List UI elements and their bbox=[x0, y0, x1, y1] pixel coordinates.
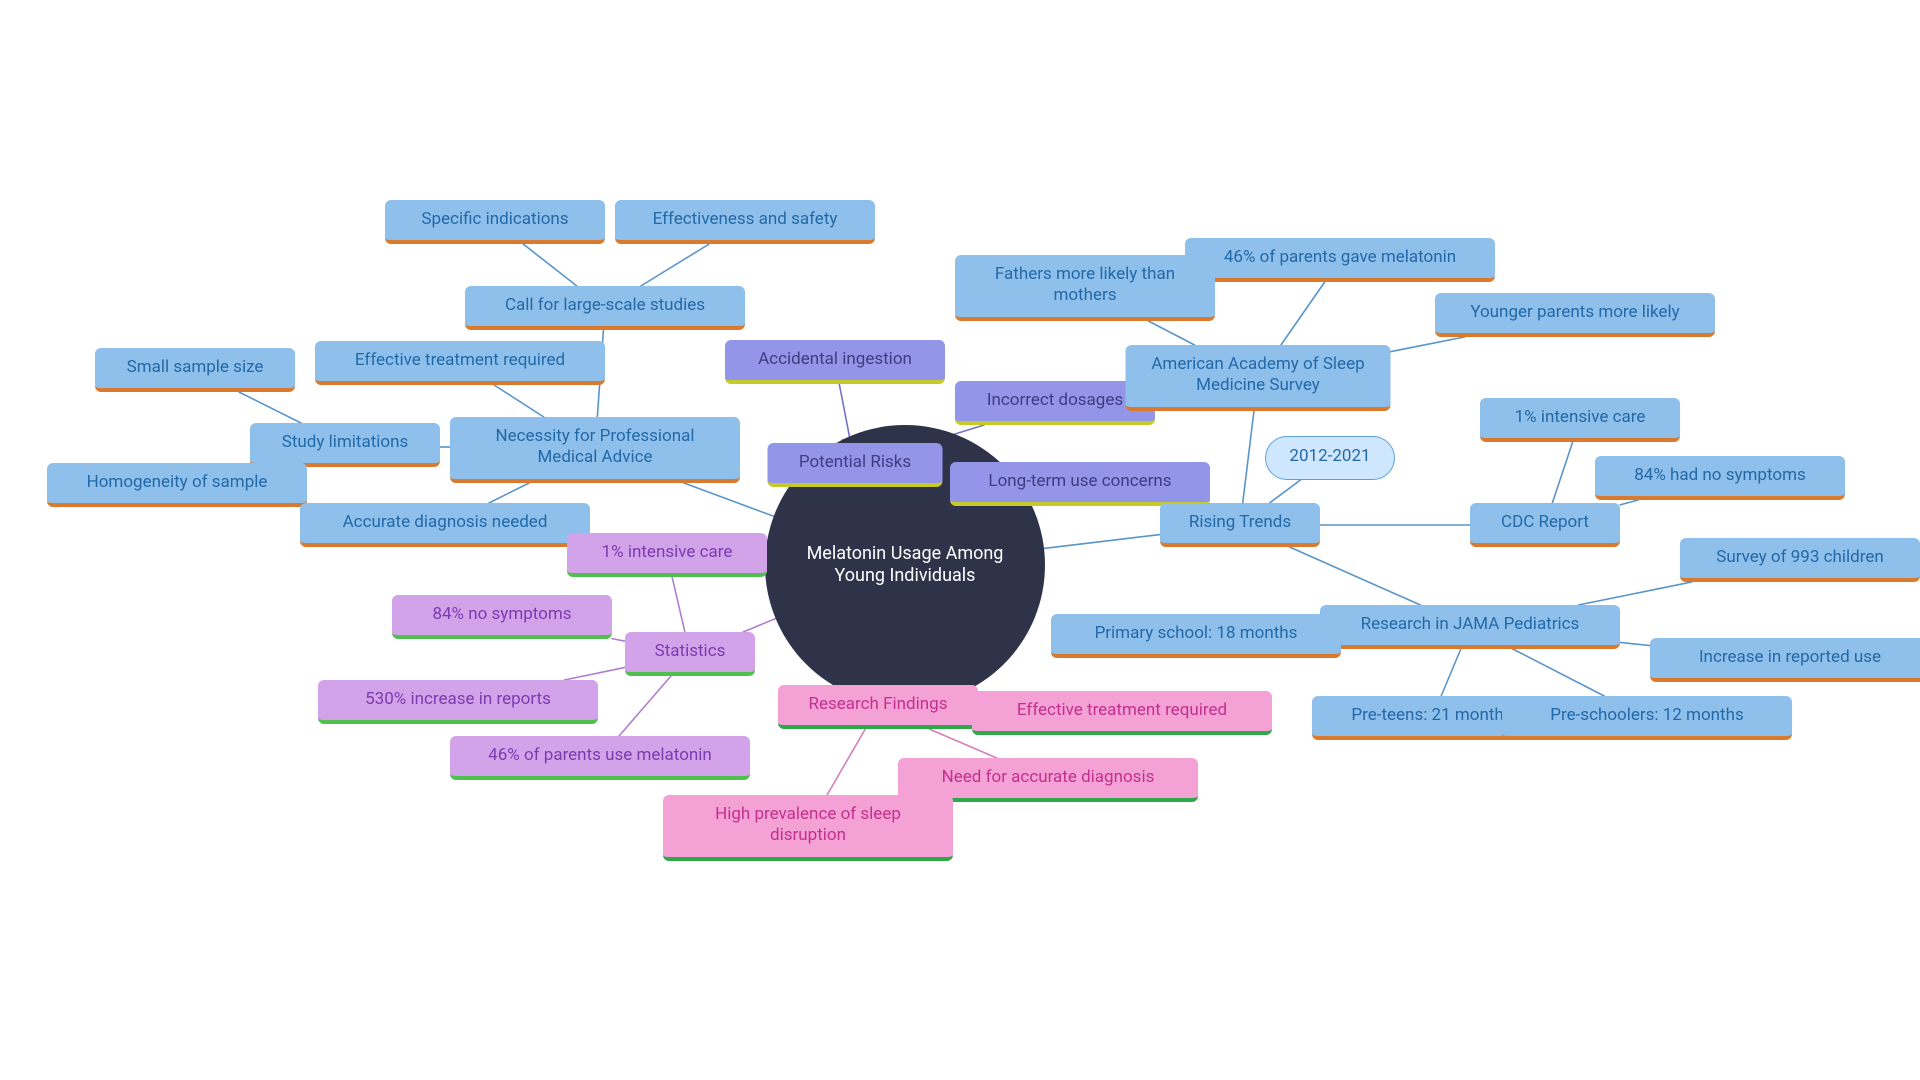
node-label: Survey of 993 children bbox=[1716, 547, 1884, 567]
edge bbox=[564, 667, 625, 680]
edge bbox=[1270, 480, 1301, 503]
node-st_84: 84% no symptoms bbox=[392, 595, 612, 639]
edge bbox=[684, 483, 774, 516]
node-label: Small sample size bbox=[127, 357, 264, 377]
edge bbox=[1290, 547, 1421, 605]
edge bbox=[827, 729, 865, 795]
node-label: Necessity for Professional Medical Advic… bbox=[495, 426, 698, 467]
node-t_aasm46: 46% of parents gave melatonin bbox=[1185, 238, 1495, 282]
edge bbox=[494, 385, 544, 417]
node-label: Melatonin Usage Among Young Individuals bbox=[793, 543, 1017, 588]
node-label: Call for large-scale studies bbox=[505, 295, 705, 315]
mindmap-stage: Melatonin Usage Among Young Individuals P… bbox=[0, 0, 1920, 1080]
node-label: Effective treatment required bbox=[355, 350, 565, 370]
node-label: Research in JAMA Pediatrics bbox=[1361, 614, 1580, 634]
node-label: 46% of parents use melatonin bbox=[488, 745, 712, 765]
node-nec_safe: Effectiveness and safety bbox=[615, 200, 875, 244]
node-label: Effective treatment required bbox=[1017, 700, 1227, 720]
node-label: Research Findings bbox=[809, 694, 948, 714]
node-label: 84% no symptoms bbox=[432, 604, 571, 624]
edge bbox=[641, 244, 709, 286]
edge bbox=[523, 244, 577, 286]
node-label: 530% increase in reports bbox=[365, 689, 551, 709]
node-st_530: 530% increase in reports bbox=[318, 680, 598, 724]
node-nec_spec: Specific indications bbox=[385, 200, 605, 244]
edge bbox=[1513, 649, 1604, 696]
node-label: Primary school: 18 months bbox=[1095, 623, 1298, 643]
node-label: Accidental ingestion bbox=[758, 349, 912, 369]
node-nec_study: Study limitations bbox=[250, 423, 440, 467]
node-label: Younger parents more likely bbox=[1470, 302, 1679, 322]
edge bbox=[1243, 411, 1254, 503]
node-label: Rising Trends bbox=[1189, 512, 1291, 532]
node-label: Pre-schoolers: 12 months bbox=[1550, 705, 1744, 725]
node-label: Pre-teens: 21 months bbox=[1351, 705, 1512, 725]
node-st_46: 46% of parents use melatonin bbox=[450, 736, 750, 780]
edge bbox=[619, 676, 671, 736]
node-t_period: 2012-2021 bbox=[1265, 436, 1395, 480]
node-label: Need for accurate diagnosis bbox=[942, 767, 1155, 787]
edge bbox=[489, 483, 529, 503]
edge bbox=[1441, 649, 1461, 696]
edge bbox=[1552, 442, 1572, 503]
node-st_1pc: 1% intensive care bbox=[567, 533, 767, 577]
edge bbox=[1044, 535, 1160, 549]
node-t_jamaInc: Increase in reported use bbox=[1650, 638, 1920, 682]
node-label: Potential Risks bbox=[799, 452, 911, 472]
node-label: Homogeneity of sample bbox=[87, 472, 268, 492]
node-nec_homo: Homogeneity of sample bbox=[47, 463, 307, 507]
edge bbox=[839, 384, 850, 443]
edge bbox=[1148, 321, 1194, 345]
node-label: Fathers more likely than mothers bbox=[995, 264, 1179, 305]
node-nec_acc: Accurate diagnosis needed bbox=[300, 503, 590, 547]
node-t_aasmY: Younger parents more likely bbox=[1435, 293, 1715, 337]
node-label: Study limitations bbox=[282, 432, 409, 452]
edge bbox=[1578, 582, 1691, 605]
node-t_cdc1: 1% intensive care bbox=[1480, 398, 1680, 442]
node-rf_eff: Effective treatment required bbox=[972, 691, 1272, 735]
node-label: CDC Report bbox=[1501, 512, 1589, 532]
edge bbox=[1391, 337, 1465, 352]
node-label: Statistics bbox=[655, 641, 726, 661]
node-label: 1% intensive care bbox=[602, 542, 733, 562]
node-t_cdc: CDC Report bbox=[1470, 503, 1620, 547]
node-nec_eff: Effective treatment required bbox=[315, 341, 605, 385]
node-stats: Statistics bbox=[625, 632, 755, 676]
node-label: Effectiveness and safety bbox=[653, 209, 838, 229]
edge bbox=[743, 619, 775, 632]
node-t_jamaPR: Pre-schoolers: 12 months bbox=[1502, 696, 1792, 740]
node-label: 1% intensive care bbox=[1515, 407, 1646, 427]
node-label: Accurate diagnosis needed bbox=[343, 512, 548, 532]
node-t_aasm: American Academy of Sleep Medicine Surve… bbox=[1126, 345, 1391, 411]
node-label: Incorrect dosages bbox=[987, 390, 1123, 410]
node-risks_lt: Long-term use concerns bbox=[950, 462, 1210, 506]
node-t_jamaSurv: Survey of 993 children bbox=[1680, 538, 1920, 582]
node-risks_acc: Accidental ingestion bbox=[725, 340, 945, 384]
node-t_aasmF: Fathers more likely than mothers bbox=[955, 255, 1215, 321]
node-necessity: Necessity for Professional Medical Advic… bbox=[450, 417, 740, 483]
node-label: 84% had no symptoms bbox=[1634, 465, 1806, 485]
node-nec_call: Call for large-scale studies bbox=[465, 286, 745, 330]
node-rf: Research Findings bbox=[778, 685, 978, 729]
node-risks: Potential Risks bbox=[768, 443, 943, 487]
node-trends: Rising Trends bbox=[1160, 503, 1320, 547]
node-t_jamaPS: Primary school: 18 months bbox=[1051, 614, 1341, 658]
edge bbox=[239, 392, 301, 423]
edge bbox=[612, 639, 625, 642]
edge bbox=[672, 577, 685, 632]
node-label: High prevalence of sleep disruption bbox=[715, 804, 905, 845]
node-rf_prev: High prevalence of sleep disruption bbox=[663, 795, 953, 861]
node-label: American Academy of Sleep Medicine Surve… bbox=[1151, 354, 1369, 395]
edge bbox=[1620, 500, 1638, 505]
edge bbox=[1281, 282, 1325, 345]
node-nec_small: Small sample size bbox=[95, 348, 295, 392]
node-label: Increase in reported use bbox=[1699, 647, 1881, 667]
node-label: 46% of parents gave melatonin bbox=[1224, 247, 1456, 267]
edge bbox=[1620, 642, 1650, 645]
node-label: Specific indications bbox=[421, 209, 568, 229]
node-label: Long-term use concerns bbox=[988, 471, 1171, 491]
node-t_cdc84: 84% had no symptoms bbox=[1595, 456, 1845, 500]
node-t_jama: Research in JAMA Pediatrics bbox=[1320, 605, 1620, 649]
node-label: 2012-2021 bbox=[1289, 446, 1370, 466]
